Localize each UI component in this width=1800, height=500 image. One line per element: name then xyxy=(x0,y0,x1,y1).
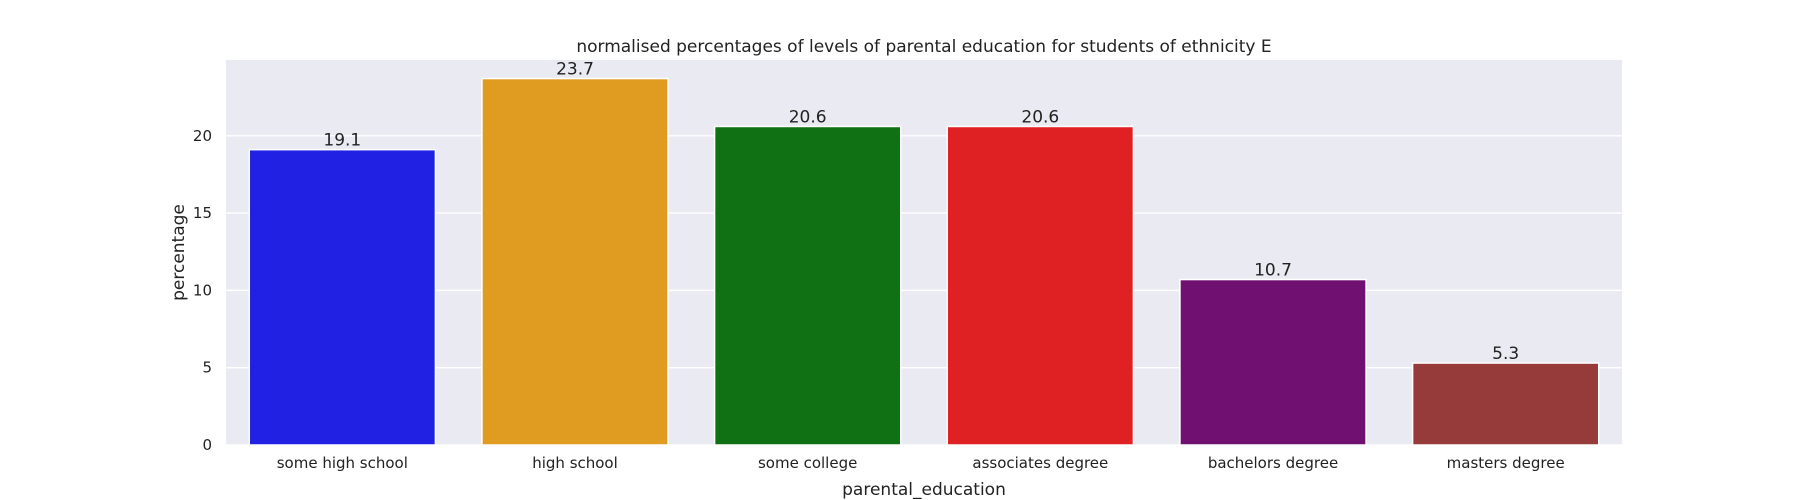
bar xyxy=(1179,278,1367,446)
x-tick-label: masters degree xyxy=(1447,454,1565,472)
x-tick-label: high school xyxy=(532,454,618,472)
bar xyxy=(1411,362,1600,446)
bar-value-label: 20.6 xyxy=(789,107,827,127)
bar-value-label: 5.3 xyxy=(1492,344,1519,364)
x-tick-label: some college xyxy=(758,454,857,472)
bar xyxy=(248,148,437,446)
bar xyxy=(946,125,1135,446)
bar-value-label: 19.1 xyxy=(323,131,361,151)
x-axis-label: parental_education xyxy=(842,480,1006,500)
chart-title: normalised percentages of levels of pare… xyxy=(576,37,1271,57)
y-tick-label: 10 xyxy=(193,281,212,299)
x-tick-label: associates degree xyxy=(972,454,1108,472)
x-axis-ticks: some high school high school some college a… xyxy=(277,454,1565,472)
y-tick-label: 15 xyxy=(193,204,212,222)
y-axis-label: percentage xyxy=(169,204,189,301)
y-axis-ticks: 0 5 10 15 20 xyxy=(193,127,212,454)
x-tick-label: some high school xyxy=(277,454,408,472)
grid-lines xyxy=(226,135,1622,446)
plot-background xyxy=(226,60,1622,445)
bar-value-label: 10.7 xyxy=(1254,261,1292,281)
y-tick-label: 20 xyxy=(193,127,212,145)
bar-value-label: 20.6 xyxy=(1021,107,1059,127)
bars xyxy=(248,77,1600,446)
y-tick-label: 0 xyxy=(202,436,212,454)
bar xyxy=(713,125,902,446)
bar-value-label: 23.7 xyxy=(556,60,594,80)
bar xyxy=(481,77,669,446)
y-tick-label: 5 xyxy=(202,359,212,377)
x-tick-label: bachelors degree xyxy=(1208,454,1338,472)
data-labels: 19.1 23.7 20.6 20.6 10.7 5.3 xyxy=(323,60,1519,364)
